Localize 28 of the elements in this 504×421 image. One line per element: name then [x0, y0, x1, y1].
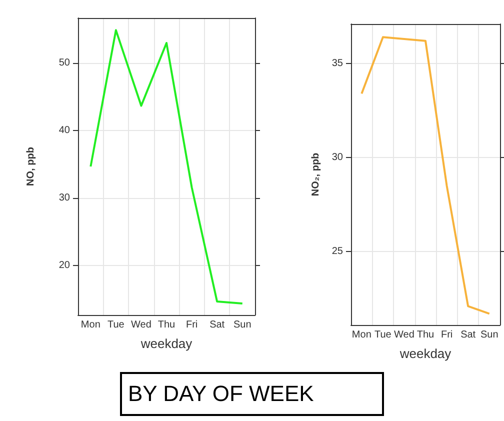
x-tick-label: Mon	[80, 320, 100, 330]
x-tick-label: Sun	[233, 320, 252, 330]
line-series	[90, 29, 244, 305]
x-tick-label: Fri	[440, 330, 453, 340]
x-tick-label: Wed	[394, 330, 414, 340]
x-tick-label: Tue	[374, 330, 392, 340]
x-tick-label: Mon	[352, 330, 372, 340]
x-tick-label: Thu	[416, 330, 434, 340]
x-tick-label: Thu	[158, 320, 176, 330]
y-tick-label: 40	[58, 125, 70, 136]
x-axis-title: weekday	[398, 346, 452, 361]
y-axis-title: NO₂, ppb	[310, 152, 322, 196]
y-tick-label: 30	[332, 152, 344, 164]
text: BY DAY OF WEEK	[120, 372, 384, 416]
y-tick-label: 20	[58, 260, 70, 272]
x-tick-label: Sat	[460, 330, 476, 340]
y-tick-label: 25	[332, 246, 344, 258]
y-axis-title: NO, ppb	[26, 147, 36, 186]
x-tick-label: Sun	[480, 330, 498, 340]
y-tick-label: 30	[58, 192, 70, 204]
x-tick-label: Wed	[131, 320, 152, 330]
x-axis-title: weekday	[140, 336, 193, 351]
y-tick-label: 35	[332, 58, 344, 70]
x-tick-label: Sat	[210, 320, 225, 330]
line-series	[360, 36, 490, 315]
y-tick-label: 50	[58, 58, 70, 69]
x-tick-label: Tue	[107, 320, 125, 330]
x-tick-label: Fri	[186, 320, 198, 330]
